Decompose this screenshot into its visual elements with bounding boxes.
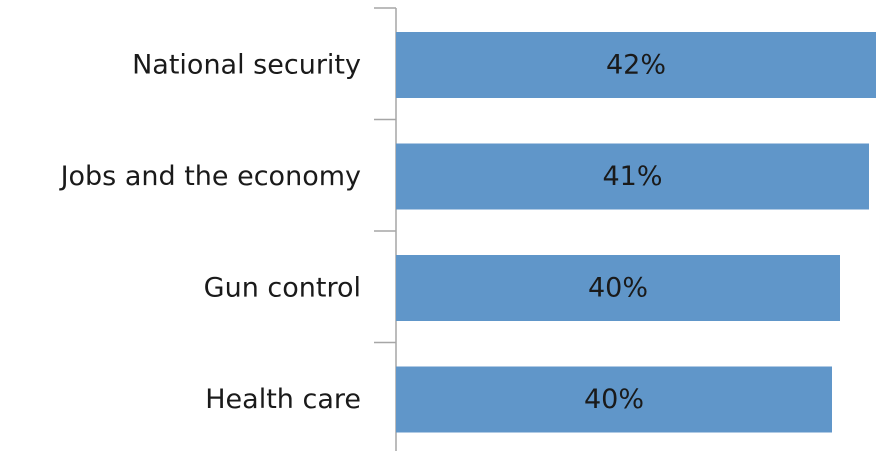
- category-label: National security: [132, 50, 361, 81]
- data-label: 41%: [602, 161, 662, 192]
- category-labels: National security Jobs and the economy Gun…: [59, 50, 361, 416]
- data-labels: 42% 41% 40% 40%: [584, 50, 666, 416]
- data-label: 42%: [606, 50, 666, 81]
- data-label: 40%: [584, 384, 644, 415]
- category-label: Health care: [205, 384, 361, 415]
- category-label: Jobs and the economy: [59, 161, 361, 192]
- data-label: 40%: [588, 273, 648, 304]
- category-label: Gun control: [204, 273, 361, 304]
- y-axis-ticks: [374, 8, 396, 451]
- bars: [396, 32, 876, 433]
